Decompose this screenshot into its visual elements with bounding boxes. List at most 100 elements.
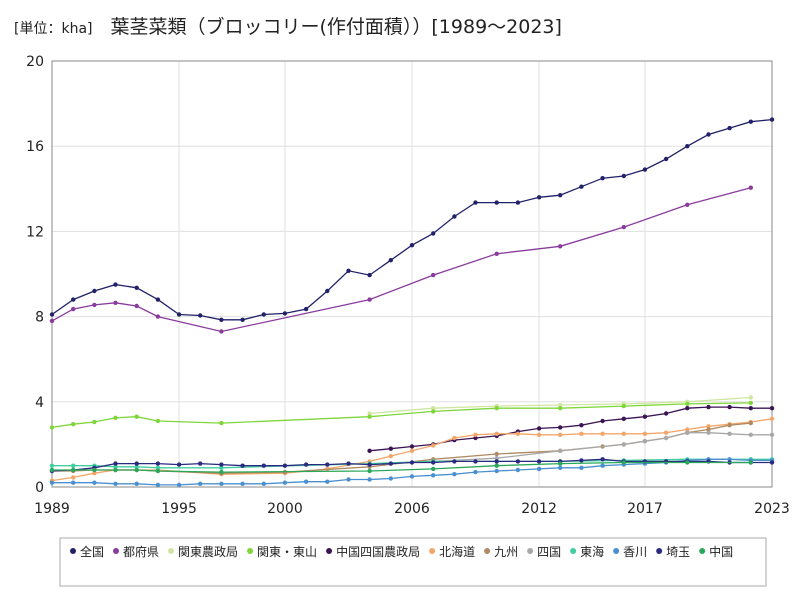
x-tick-label: 1989 — [34, 501, 70, 517]
data-point — [706, 404, 711, 410]
y-tick-label: 16 — [26, 139, 44, 155]
legend-item: 中国 — [699, 544, 733, 559]
data-point — [600, 176, 605, 181]
data-point — [388, 476, 393, 481]
data-point — [494, 406, 499, 411]
series-line — [52, 461, 751, 473]
data-point — [579, 431, 584, 436]
data-point — [219, 317, 224, 322]
data-point — [558, 432, 563, 437]
x-tick-label: 2012 — [521, 501, 557, 517]
data-point — [600, 457, 605, 462]
data-point — [642, 167, 648, 172]
data-point — [452, 472, 457, 477]
data-point — [621, 442, 626, 447]
data-point — [134, 414, 139, 419]
data-point — [621, 460, 626, 465]
data-point — [240, 317, 245, 322]
data-point — [49, 425, 55, 430]
data-point — [558, 425, 563, 430]
y-axis-ticks: 0 4 8 12 16 20 — [26, 54, 44, 496]
legend-marker — [70, 548, 76, 554]
legend-label: 北海道 — [439, 544, 475, 559]
legend-item: 香川 — [613, 545, 647, 559]
data-point — [71, 480, 76, 485]
data-point — [536, 426, 542, 431]
data-point — [219, 329, 224, 334]
data-point — [621, 224, 626, 230]
data-point — [494, 459, 499, 464]
data-point — [579, 458, 584, 463]
data-point — [706, 132, 711, 137]
data-point — [748, 185, 753, 190]
data-point — [134, 481, 139, 486]
data-point — [367, 272, 372, 278]
legend-item: 四国 — [527, 545, 561, 559]
data-point — [727, 423, 732, 428]
data-point — [494, 431, 499, 436]
chart-title: [単位：kha] 葉茎菜類（ブロッコリー(作付面積））[1989～2023] — [14, 12, 562, 39]
data-point — [282, 311, 288, 316]
legend-marker — [527, 548, 534, 554]
data-point — [325, 288, 330, 294]
legend-marker — [168, 548, 175, 554]
data-point — [536, 195, 542, 200]
data-point — [346, 461, 351, 466]
x-tick-label: 2023 — [754, 501, 790, 517]
legend-label: 四国 — [537, 545, 561, 559]
data-point — [388, 446, 393, 451]
data-point — [113, 461, 118, 466]
data-point — [685, 460, 690, 465]
data-point — [452, 214, 457, 219]
data-point — [748, 119, 753, 124]
data-point — [155, 418, 161, 424]
data-point — [325, 479, 330, 484]
data-point — [579, 465, 584, 470]
data-point — [261, 481, 266, 486]
data-point — [727, 125, 732, 131]
data-point — [769, 416, 775, 421]
legend-marker — [570, 548, 577, 554]
data-point — [198, 313, 203, 318]
data-point — [494, 251, 499, 256]
data-point — [303, 306, 309, 312]
data-point — [431, 473, 436, 478]
y-tick-label: 20 — [26, 54, 44, 70]
data-point — [240, 463, 245, 468]
data-point — [71, 475, 76, 480]
data-point — [558, 465, 563, 470]
data-point — [621, 173, 626, 179]
y-tick-label: 8 — [35, 310, 44, 326]
data-point — [155, 468, 161, 474]
data-point — [176, 312, 182, 317]
data-point — [134, 461, 139, 466]
series-9 — [49, 457, 775, 488]
data-point — [515, 467, 521, 473]
data-point — [473, 459, 478, 464]
series-0 — [49, 117, 775, 322]
data-point — [49, 318, 55, 324]
legend-label: 中国 — [709, 544, 733, 559]
data-point — [49, 467, 55, 473]
data-point — [134, 285, 139, 290]
data-point — [134, 303, 139, 309]
legend-label: 全国 — [80, 544, 104, 559]
data-point — [748, 400, 753, 406]
data-point — [219, 481, 224, 486]
data-point — [558, 193, 563, 198]
legend-item: 東海 — [570, 544, 604, 559]
data-point — [346, 268, 351, 273]
y-tick-label: 12 — [26, 224, 44, 240]
data-point — [388, 453, 393, 459]
legend-label: 九州 — [494, 545, 518, 559]
data-point — [282, 463, 288, 468]
data-point — [600, 463, 605, 468]
legend-marker — [326, 548, 333, 554]
data-point — [367, 468, 372, 474]
x-tick-label: 1995 — [161, 501, 197, 517]
data-point — [748, 420, 753, 426]
data-point — [685, 427, 690, 432]
plot-area-border — [51, 60, 773, 488]
y-tick-label: 4 — [35, 395, 44, 411]
data-point — [176, 462, 182, 467]
